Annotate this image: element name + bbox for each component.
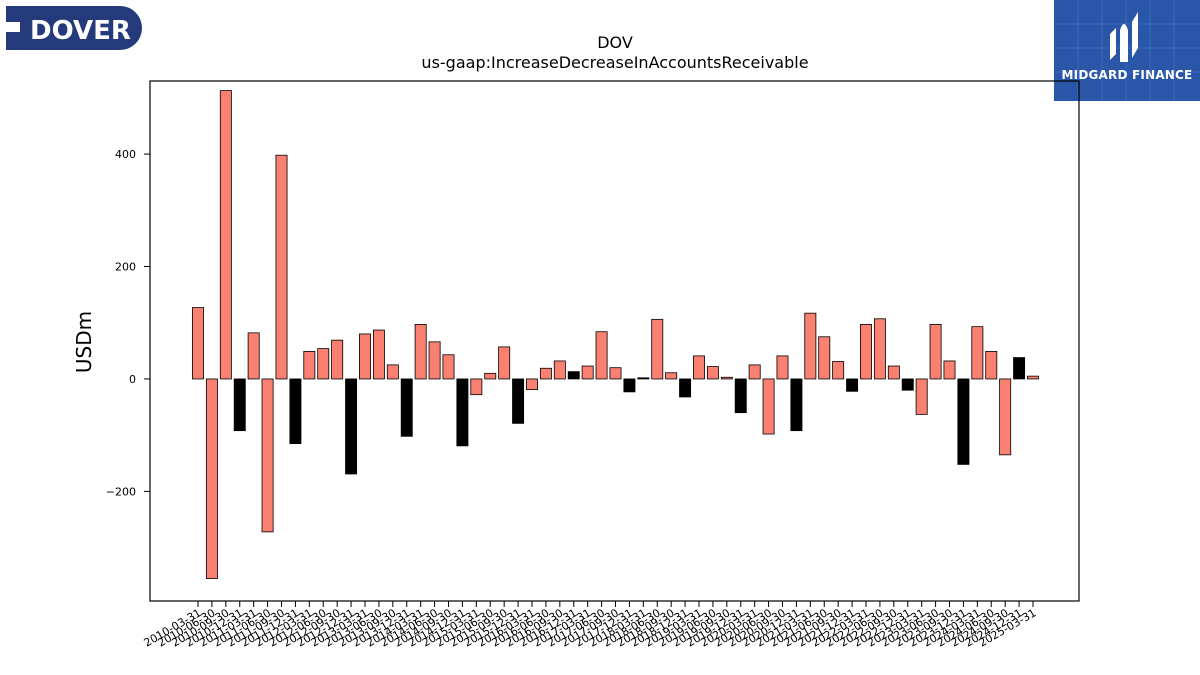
midgard-finance-name: MIDGARD FINANCE [1061, 68, 1193, 82]
bar-2012-09-30 [331, 339, 344, 380]
midgard-finance-logo: MIDGARD FINANCE [1054, 0, 1200, 101]
bar-2010-12-31 [233, 378, 246, 432]
y-tick-label: 400 [115, 148, 136, 161]
bar-2023-09-30 [943, 360, 956, 380]
bar-2024-03-31 [971, 326, 984, 380]
y-axis-label: USDm [72, 311, 96, 373]
bar-2017-09-30 [609, 367, 622, 380]
y-tick-label: 200 [115, 261, 136, 274]
y-ticks-group: −200 0 200 400 [106, 148, 150, 498]
bar-2013-06-30 [372, 329, 385, 380]
bar-2018-03-31 [637, 377, 650, 380]
y-tick-label: 0 [129, 373, 136, 386]
bar-2010-09-30 [219, 90, 232, 380]
bar-2011-06-30 [261, 378, 274, 533]
bar-2016-09-30 [553, 360, 566, 380]
bar-2010-03-31 [192, 307, 204, 380]
plot-frame [149, 80, 1080, 602]
bar-2015-12-31 [512, 378, 525, 424]
x-ticks-group: 2010-03-312010-06-302010-09-302010-12-31… [142, 601, 1039, 650]
bar-2019-12-31 [734, 378, 747, 414]
midgard-emblem-icon [1054, 0, 1200, 101]
bar-2020-12-31 [790, 378, 803, 432]
bar-2020-03-31 [748, 364, 761, 380]
bar-2013-03-31 [359, 333, 371, 380]
bar-2014-03-31 [414, 324, 427, 380]
bar-2018-06-30 [651, 318, 664, 380]
y-tick-label: −200 [106, 485, 136, 498]
dover-logo: DOVER [6, 6, 142, 50]
bar-2013-12-31 [400, 378, 413, 437]
bar-2015-03-31 [470, 378, 483, 396]
bar-2024-12-31 [1013, 357, 1026, 380]
bar-2016-12-31 [567, 371, 580, 380]
bar-2017-06-30 [595, 331, 608, 380]
bar-2012-03-31 [303, 350, 316, 380]
bar-2017-12-31 [623, 378, 636, 393]
dover-logo-text: DOVER [30, 16, 131, 46]
bar-2018-12-31 [679, 378, 692, 398]
bar-2015-09-30 [498, 346, 511, 380]
bar-2023-03-31 [915, 378, 928, 415]
bar-2014-06-30 [428, 341, 441, 380]
bar-2024-09-30 [999, 378, 1012, 456]
chart-title: DOV [597, 33, 633, 52]
bar-2022-03-31 [860, 324, 872, 380]
bar-2023-06-30 [929, 324, 942, 380]
bar-2011-12-31 [289, 378, 302, 445]
bars-group [192, 90, 1039, 579]
bar-2021-03-31 [804, 312, 817, 380]
bar-2013-09-30 [386, 364, 399, 380]
bar-2011-09-30 [275, 154, 288, 380]
bar-2019-09-30 [720, 376, 733, 380]
bar-2020-06-30 [762, 378, 775, 435]
bar-2021-06-30 [818, 336, 831, 380]
bar-2021-12-31 [846, 378, 859, 392]
bar-2012-12-31 [345, 378, 358, 475]
bar-2015-06-30 [484, 372, 497, 380]
bar-2016-03-31 [526, 378, 538, 391]
bar-2019-06-30 [706, 366, 719, 380]
bar-2020-09-30 [776, 355, 789, 380]
bar-2010-06-30 [205, 378, 218, 579]
bar-2023-12-31 [957, 378, 970, 465]
bar-2022-12-31 [901, 378, 914, 391]
bar-2017-03-31 [581, 365, 594, 380]
bar-2024-06-30 [985, 350, 998, 380]
bar-2014-12-31 [456, 378, 469, 447]
bar-2022-06-30 [873, 318, 886, 380]
chart-subtitle: us-gaap:IncreaseDecreaseInAccountsReceiv… [421, 53, 808, 72]
bar-2021-09-30 [832, 361, 845, 380]
bar-2025-03-31 [1027, 375, 1039, 380]
bar-2019-03-31 [693, 355, 705, 380]
bar-2022-09-30 [887, 365, 900, 380]
bar-2011-03-31 [247, 332, 260, 380]
bar-2018-09-30 [665, 372, 678, 380]
bar-2012-06-30 [317, 348, 330, 380]
bar-2014-09-30 [442, 354, 455, 380]
bar-2016-06-30 [539, 367, 552, 380]
